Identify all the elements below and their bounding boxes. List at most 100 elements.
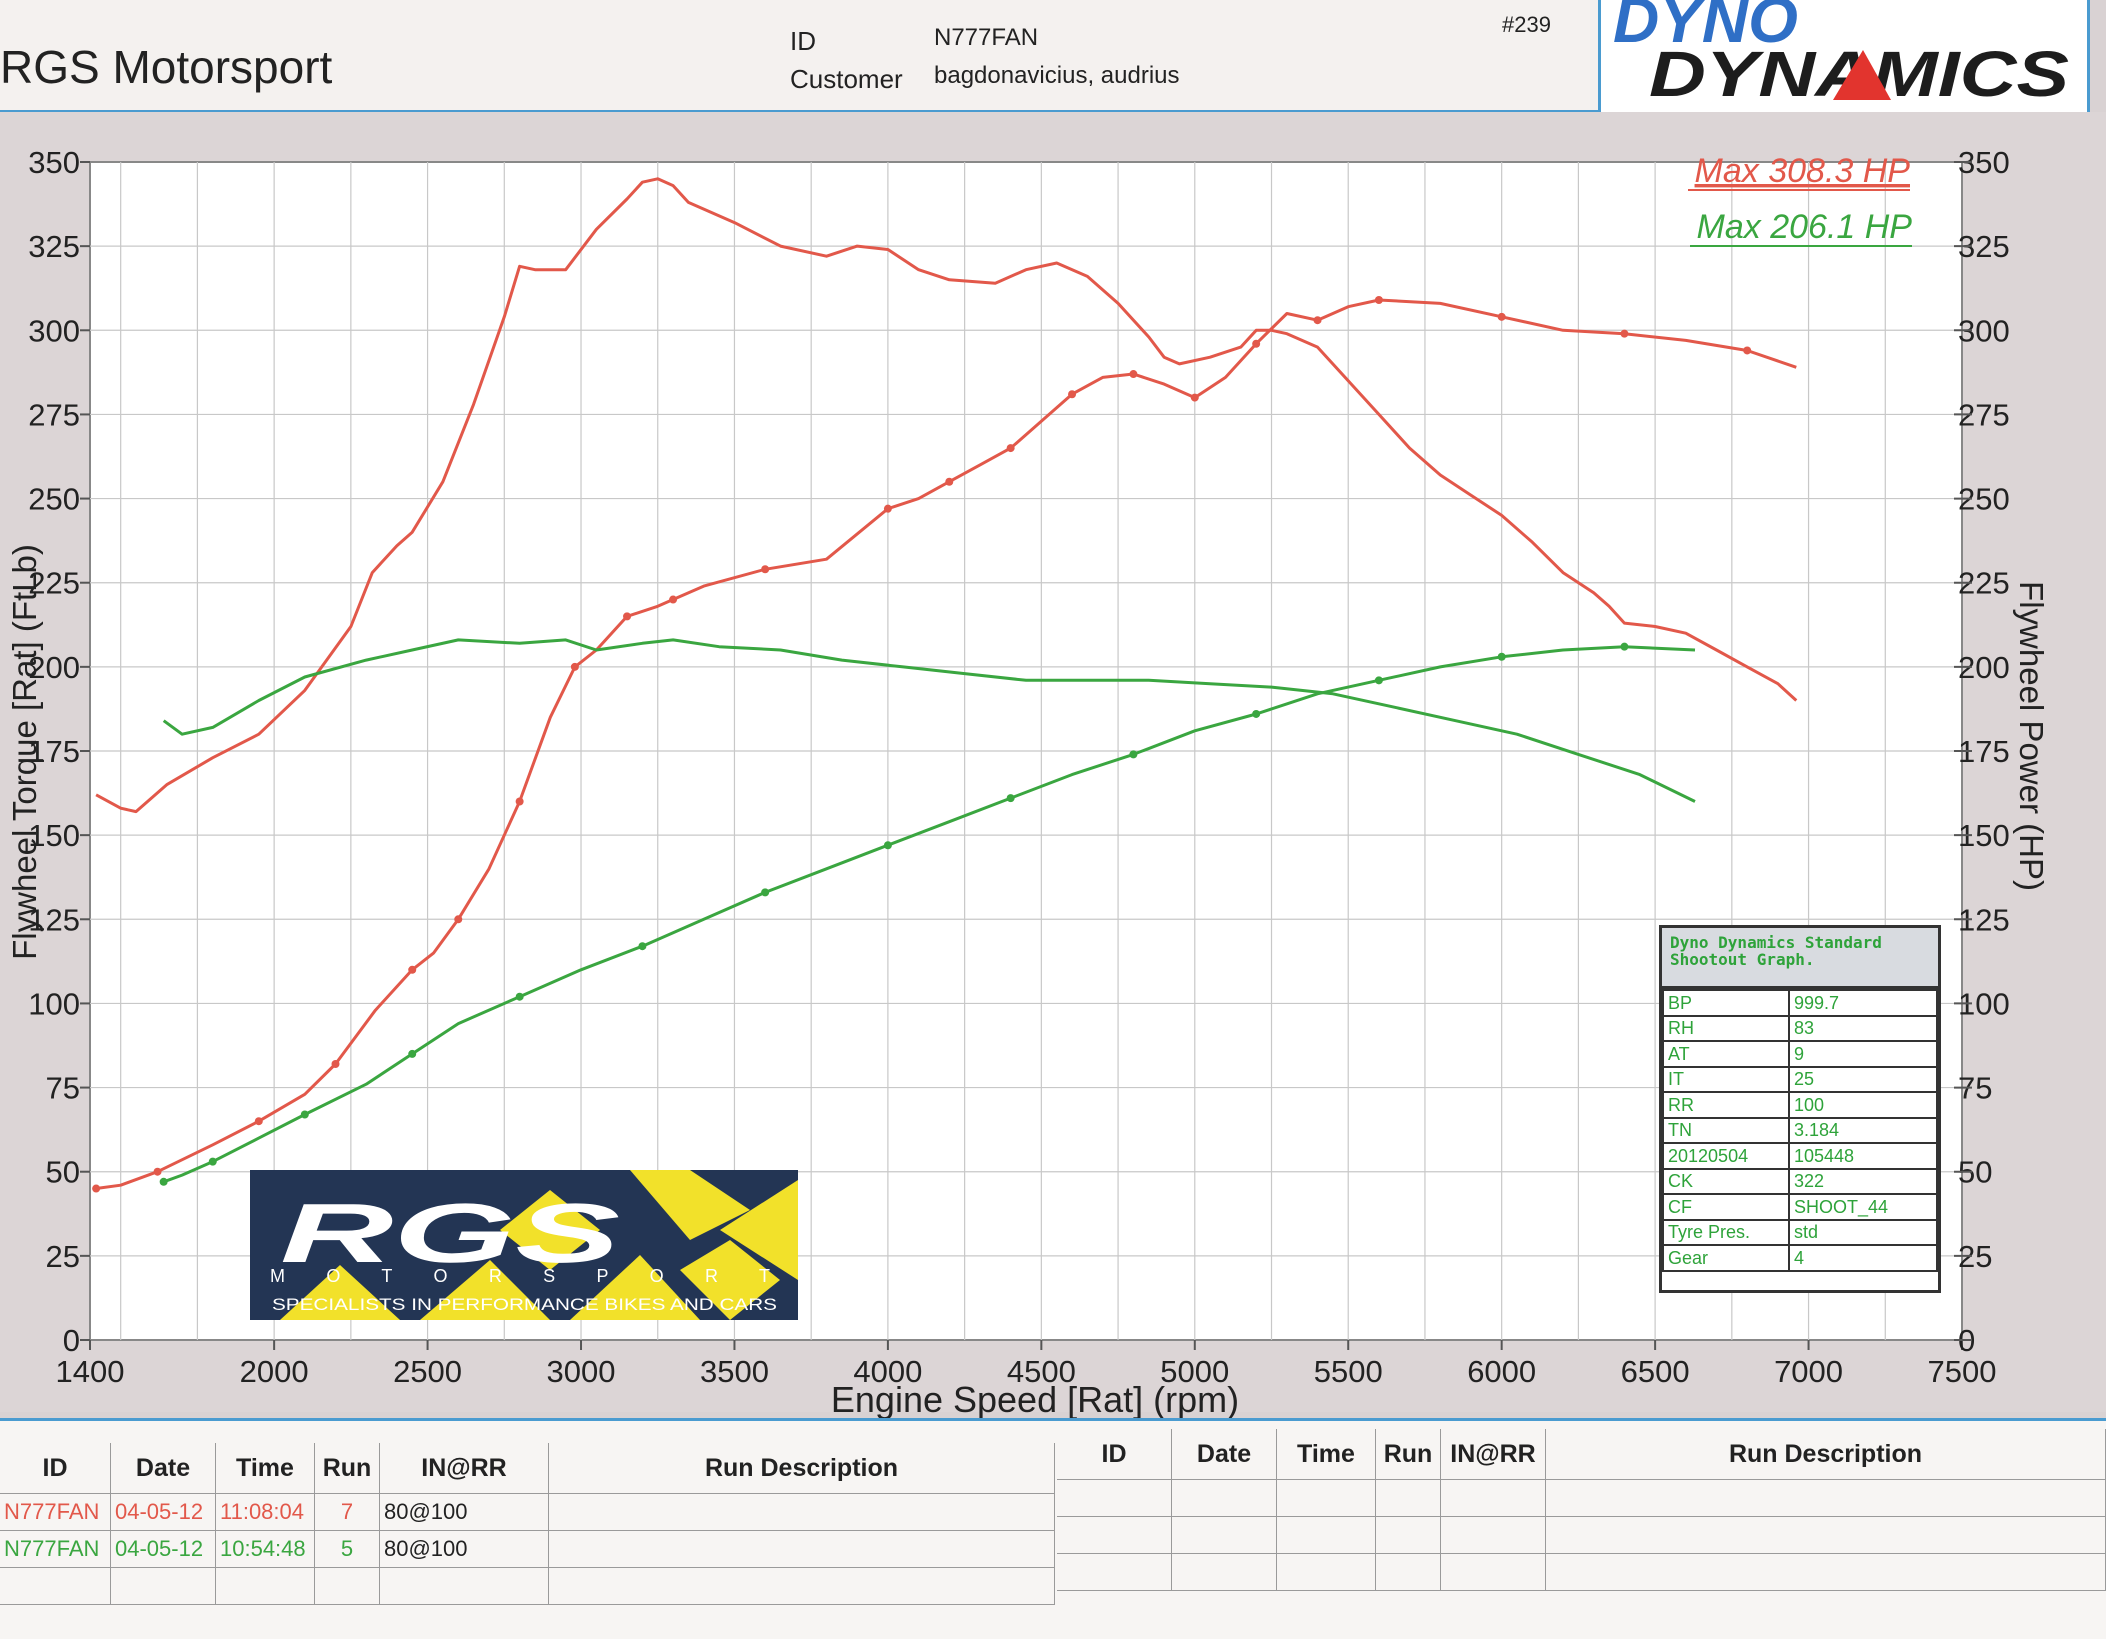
brand-red-chevron xyxy=(1833,50,1891,100)
shootout-value: 9 xyxy=(1788,1040,1938,1068)
series-line-red-right xyxy=(95,298,1797,1190)
shootout-key: RR xyxy=(1662,1091,1790,1119)
max-red-label: Max 308.3 HP xyxy=(1695,152,1911,190)
y-tick-label-left: 250 xyxy=(28,482,80,517)
empty-row xyxy=(1057,1516,2106,1554)
series-point xyxy=(153,1167,162,1176)
shootout-row: CK 322 xyxy=(1662,1167,1938,1195)
empty-row xyxy=(0,1567,1055,1605)
run-inrr: 80@100 xyxy=(379,1530,549,1568)
run-inrr: 80@100 xyxy=(379,1493,549,1531)
shootout-row: Tyre Pres. std xyxy=(1662,1218,1938,1246)
shootout-value: 999.7 xyxy=(1788,989,1938,1017)
x-tick-label: 1400 xyxy=(56,1354,125,1389)
shootout-value: 4 xyxy=(1788,1244,1938,1272)
shootout-row: IT 25 xyxy=(1662,1065,1938,1093)
shootout-key: TN xyxy=(1662,1116,1790,1144)
shootout-value: SHOOT_44 xyxy=(1788,1193,1938,1221)
run-run: 5 xyxy=(314,1530,380,1568)
series-point xyxy=(623,612,632,621)
run-description xyxy=(548,1530,1055,1568)
shootout-key: AT xyxy=(1662,1040,1790,1068)
col-description: Run Description xyxy=(548,1443,1055,1494)
series-point xyxy=(1006,794,1015,803)
x-tick-label: 3500 xyxy=(700,1354,769,1389)
y-tick-label-left: 50 xyxy=(46,1155,80,1190)
shootout-key: Gear xyxy=(1662,1244,1790,1272)
shootout-row: BP 999.7 xyxy=(1662,989,1938,1017)
x-tick-label: 4500 xyxy=(1007,1354,1076,1389)
rgs-logo-tagline: SPECIALISTS IN PERFORMANCE BIKES AND CAR… xyxy=(272,1295,777,1314)
series-point xyxy=(1068,390,1077,399)
series-point xyxy=(761,888,770,897)
checker-pattern xyxy=(280,1170,798,1320)
y-axis-right-label: Flywheel Power (HP) xyxy=(2013,581,2050,891)
shootout-value: 3.184 xyxy=(1788,1116,1938,1144)
y-axis-left-label: Flywheel Torque [Rat] (FtLb) xyxy=(6,544,43,960)
series-point xyxy=(1252,339,1261,348)
run-run: 7 xyxy=(314,1493,380,1531)
shootout-row: AT 9 xyxy=(1662,1040,1938,1068)
report-header: RGS Motorsport ID N777FAN Customer bagdo… xyxy=(0,0,1598,113)
run-date: 04-05-12 xyxy=(110,1493,216,1531)
series-point xyxy=(515,797,524,806)
run-time: 10:54:48 xyxy=(215,1530,315,1568)
shootout-row: TN 3.184 xyxy=(1662,1116,1938,1144)
company-name: RGS Motorsport xyxy=(0,41,333,93)
id-label: ID xyxy=(790,26,816,56)
series-point xyxy=(1374,676,1383,685)
col-date: Date xyxy=(110,1443,216,1494)
customer-label: Customer xyxy=(790,64,903,94)
series-line-green-left xyxy=(162,638,1696,803)
shootout-value: 100 xyxy=(1788,1091,1938,1119)
run-footer: ID Date Time Run IN@RR Run Description N… xyxy=(0,1418,2106,1639)
col-inrr: IN@RR xyxy=(379,1443,549,1494)
col-date-right: Date xyxy=(1171,1429,1277,1480)
col-time-right: Time xyxy=(1276,1429,1376,1480)
brand-top-text: DYNO xyxy=(1613,0,1798,56)
shootout-row: RH 83 xyxy=(1662,1014,1938,1042)
run-description xyxy=(548,1493,1055,1531)
run-date: 04-05-12 xyxy=(110,1530,216,1568)
y-tick-label-left: 0 xyxy=(63,1323,80,1358)
shootout-key: IT xyxy=(1662,1065,1790,1093)
shootout-key: CF xyxy=(1662,1193,1790,1221)
series-point xyxy=(638,942,647,951)
rgs-logo-text: RGS xyxy=(280,1186,620,1280)
x-tick-label: 5000 xyxy=(1160,1354,1229,1389)
series-point xyxy=(300,1110,309,1119)
shootout-row: Gear 4 xyxy=(1662,1244,1938,1272)
x-tick-label: 5500 xyxy=(1314,1354,1383,1389)
x-axis-label: Engine Speed [Rat] (rpm) xyxy=(831,1379,1239,1420)
y-tick-label-left: 150 xyxy=(28,818,80,853)
x-tick-label: 3000 xyxy=(547,1354,616,1389)
series-point xyxy=(669,595,678,604)
shootout-row: RR 100 xyxy=(1662,1091,1938,1119)
series-point xyxy=(454,915,463,924)
y-tick-label-left: 25 xyxy=(46,1239,80,1274)
series-point xyxy=(1374,295,1383,304)
series-point xyxy=(1006,444,1015,453)
col-inrr-right: IN@RR xyxy=(1440,1429,1546,1480)
shootout-key: RH xyxy=(1662,1014,1790,1042)
shootout-value: 322 xyxy=(1788,1167,1938,1195)
x-tick-label: 2500 xyxy=(393,1354,462,1389)
y-tick-label-left: 325 xyxy=(28,229,80,264)
series-point xyxy=(92,1184,101,1193)
y-tick-label-left: 75 xyxy=(46,1071,80,1106)
series-point xyxy=(883,841,892,850)
x-tick-label: 6500 xyxy=(1621,1354,1690,1389)
customer-value: bagdonavicius, audrius xyxy=(934,62,1180,89)
y-tick-label-left: 275 xyxy=(28,397,80,432)
series-point xyxy=(1129,750,1138,759)
series-point xyxy=(331,1060,340,1069)
series-point xyxy=(1620,329,1629,338)
y-tick-label-left: 225 xyxy=(28,566,80,601)
rgs-logo-graphic: RGS M O T O R S P O R T SPECIALISTS IN P… xyxy=(250,1170,798,1320)
report-number: #239 xyxy=(1502,12,1551,37)
shootout-value: 25 xyxy=(1788,1065,1938,1093)
run-row: N777FAN 04-05-12 10:54:48 5 80@100 xyxy=(0,1530,1055,1568)
x-tick-label: 7000 xyxy=(1774,1354,1843,1389)
series-point xyxy=(1190,393,1199,402)
col-run: Run xyxy=(314,1443,380,1494)
